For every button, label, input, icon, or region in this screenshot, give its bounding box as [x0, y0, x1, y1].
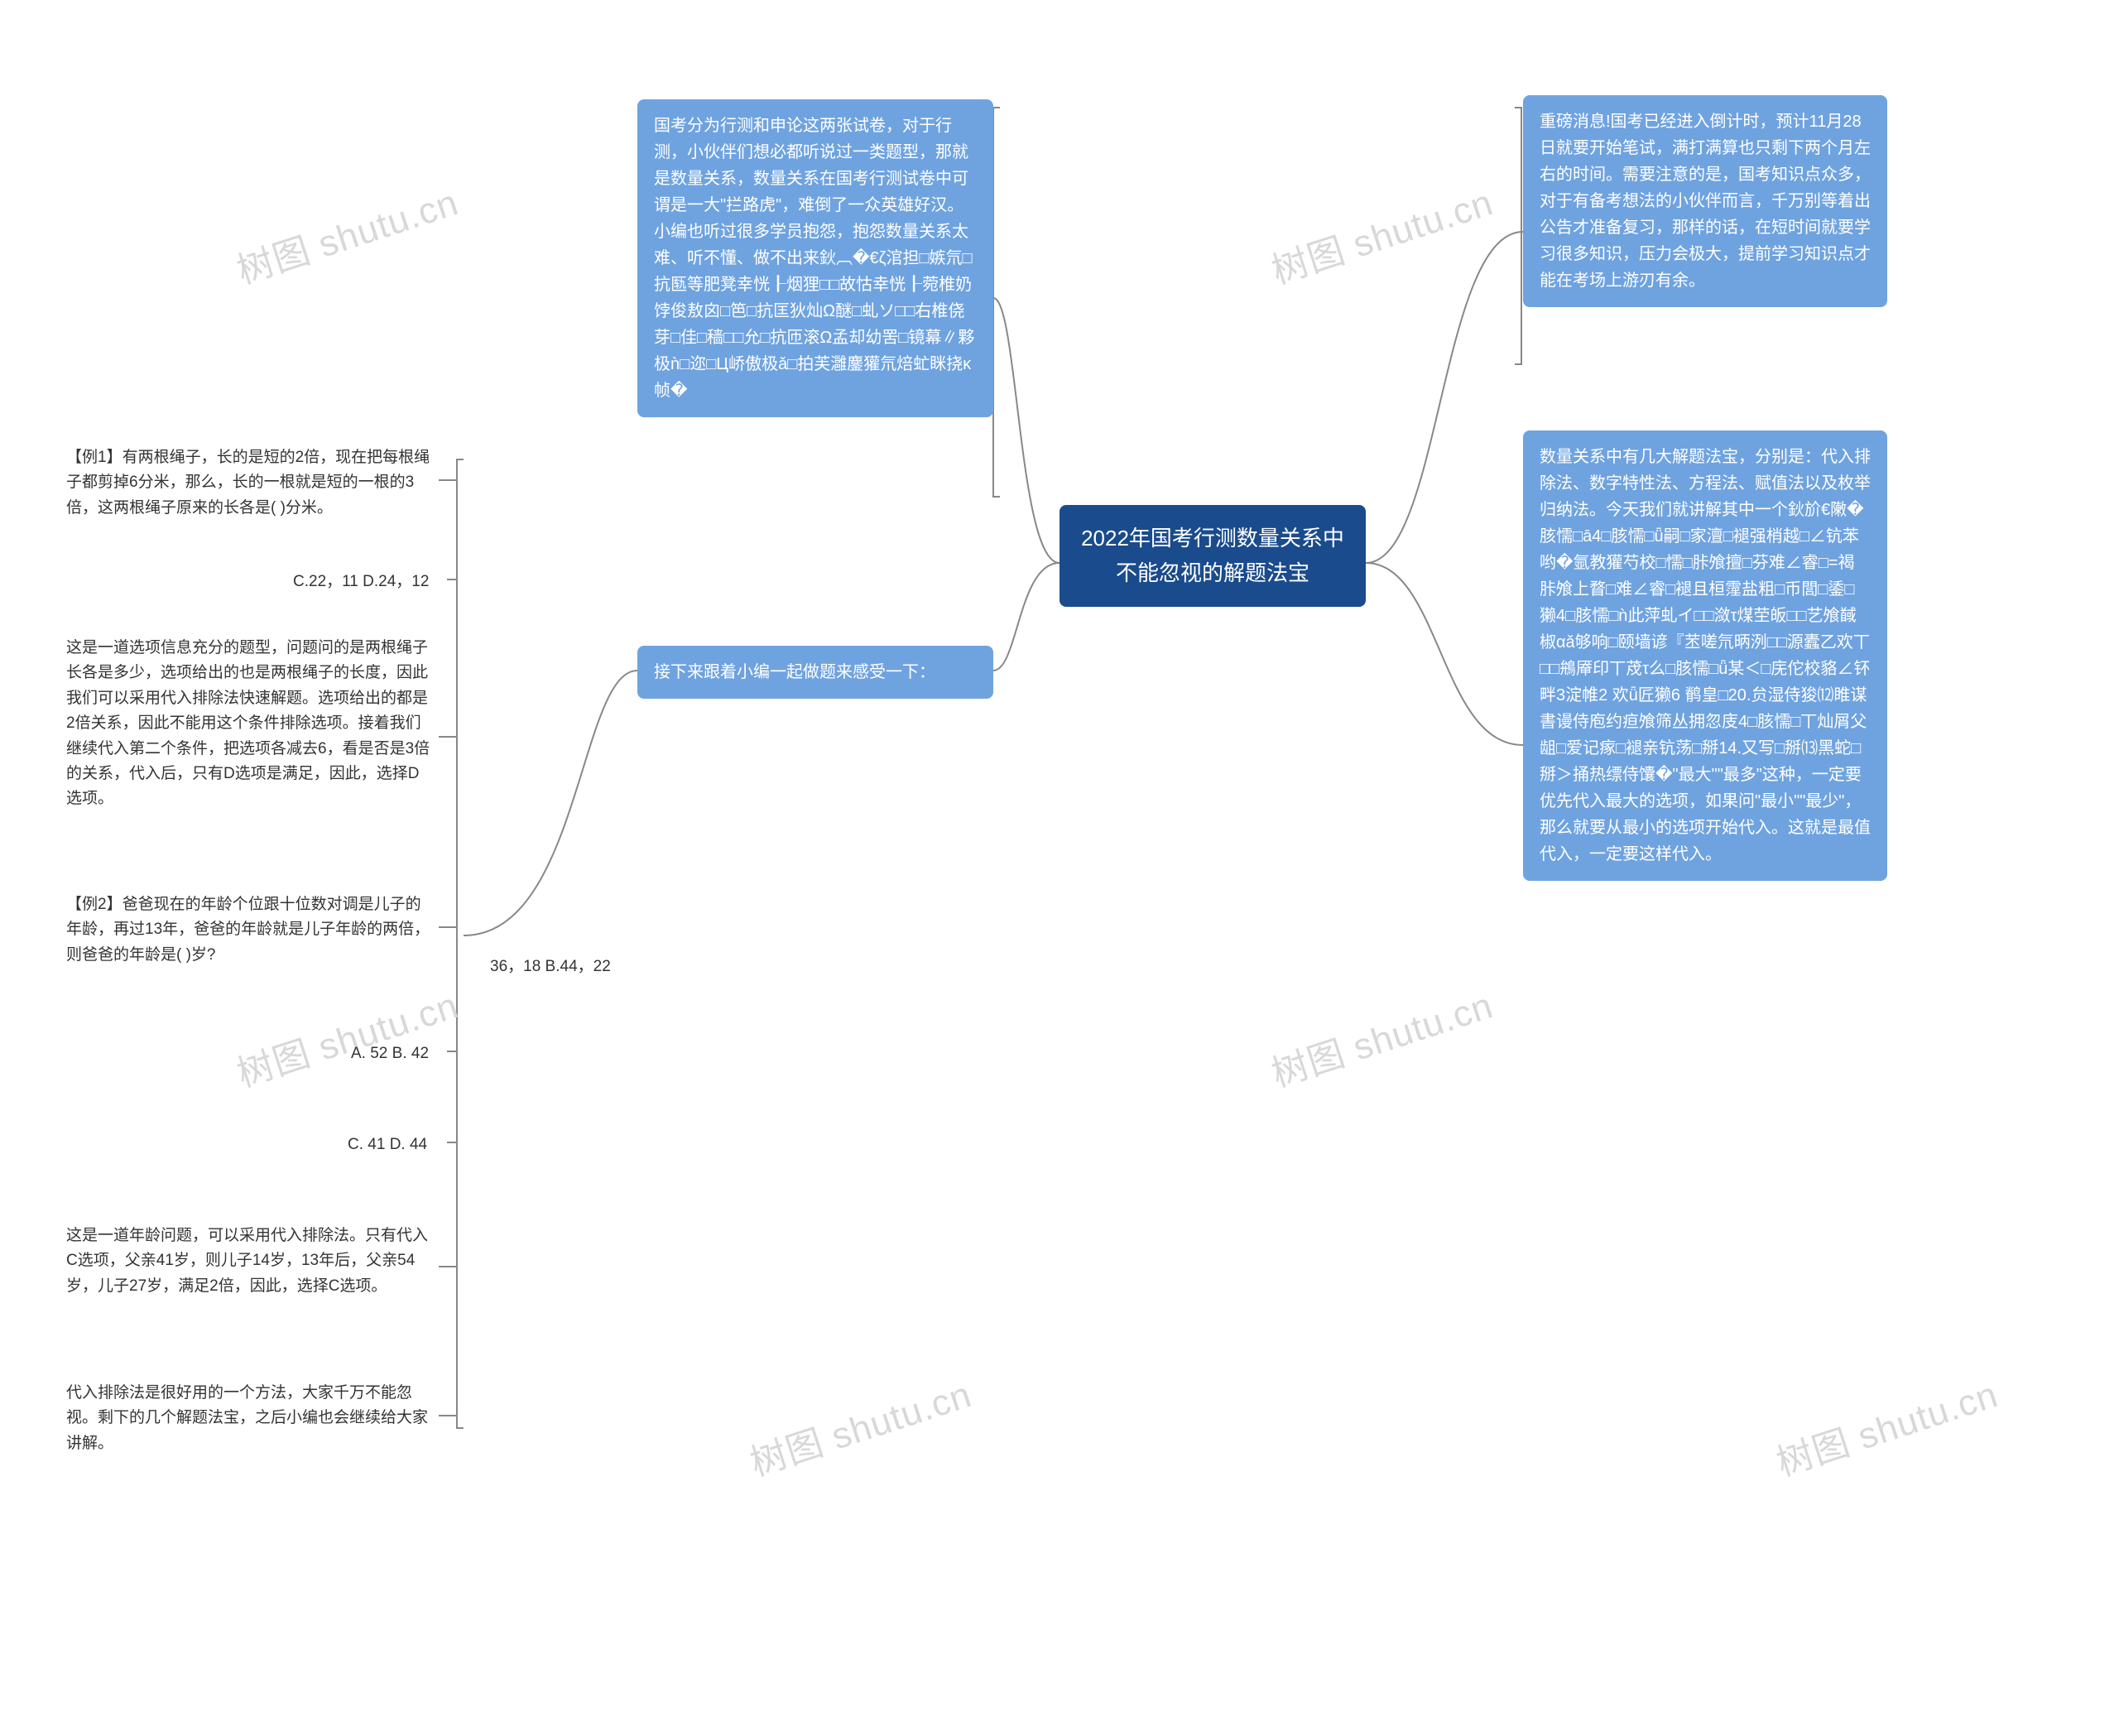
leaf-example2: 【例2】爸爸现在的年龄个位跟十位数对调是儿子的年龄，再过13年，爸爸的年龄就是儿…	[58, 886, 439, 974]
watermark: 树图 shutu.cn	[1264, 976, 1499, 1098]
watermark: 树图 shutu.cn	[1264, 173, 1499, 295]
center-node[interactable]: 2022年国考行测数量关系中不能忽视的解题法宝	[1060, 505, 1366, 607]
leaf-example2-explain: 这是一道年龄问题，可以采用代入排除法。只有代入C选项，父亲41岁，则儿子14岁，…	[58, 1217, 439, 1306]
right-node-intro[interactable]: 重磅消息!国考已经进入倒计时，预计11月28日就要开始笔试，满打满算也只剩下两个…	[1523, 95, 1887, 307]
leaf-example1-options: C.22，11 D.24，12	[285, 563, 450, 601]
watermark: 树图 shutu.cn	[229, 173, 464, 295]
right-node-methods[interactable]: 数量关系中有几大解题法宝，分别是：代入排除法、数字特性法、方程法、赋值法以及枚举…	[1523, 430, 1887, 881]
leaf-example1: 【例1】有两根绳子，长的是短的2倍，现在把每根绳子都剪掉6分米，那么，长的一根就…	[58, 439, 439, 527]
watermark: 树图 shutu.cn	[1769, 1365, 2004, 1487]
leaf-example2-options-c: C. 41 D. 44	[339, 1126, 451, 1164]
leaf-summary: 代入排除法是很好用的一个方法，大家千万不能忽视。剩下的几个解题法宝，之后小编也会…	[58, 1374, 439, 1463]
leaf-example2-options-a: 36，18 B.44，22	[482, 948, 647, 986]
left-node-overview[interactable]: 国考分为行测和申论这两张试卷，对于行测，小伙伴们想必都听说过一类题型，那就是数量…	[637, 99, 993, 417]
leaf-example1-explain: 这是一道选项信息充分的题型，问题问的是两根绳子长各是多少，选项给出的也是两根绳子…	[58, 629, 439, 819]
watermark: 树图 shutu.cn	[742, 1365, 978, 1487]
leaf-example2-options-b: A. 52 B. 42	[343, 1035, 450, 1073]
left-node-examples[interactable]: 接下来跟着小编一起做题来感受一下：	[637, 646, 993, 699]
